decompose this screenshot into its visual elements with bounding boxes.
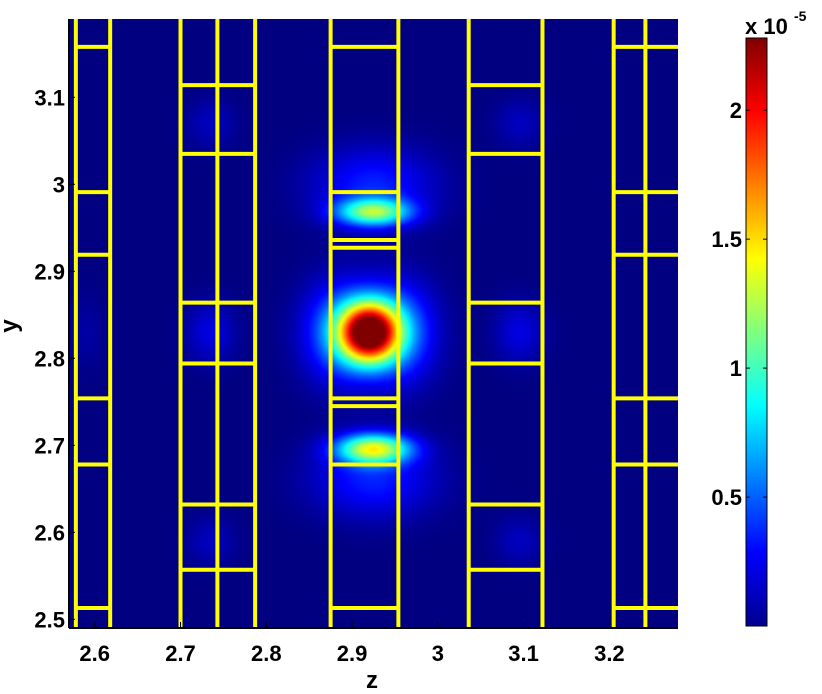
colorbar-multiplier-exponent: -5 (794, 8, 807, 24)
x-tick-label: 3 (432, 641, 444, 666)
x-tick-label: 3.1 (508, 641, 539, 666)
x-tick-label: 2.9 (337, 641, 368, 666)
structure-lines (73, 19, 678, 628)
colorbar-tick-label: 1 (730, 356, 742, 381)
x-tick-label: 2.7 (165, 641, 196, 666)
y-tick-label: 2.9 (34, 259, 65, 284)
colorbar-frame (745, 37, 768, 627)
x-tick-label: 2.6 (79, 641, 110, 666)
x-axis-label: z (366, 667, 378, 694)
y-tick-label: 3.1 (34, 85, 65, 110)
x-tick-label: 2.8 (251, 641, 282, 666)
colorbar: 0.5 1 1.5 2 x 10 -5 (711, 8, 807, 627)
colorbar-multiplier: x 10 -5 (745, 8, 807, 39)
y-axis: 2.5 2.6 2.7 2.8 2.9 3 3.1 y (0, 19, 75, 632)
colorbar-multiplier-prefix: x 10 (745, 14, 788, 39)
y-tick-label: 2.7 (34, 433, 65, 458)
colorbar-tick-label: 1.5 (711, 227, 742, 252)
y-tick-label: 2.6 (34, 520, 65, 545)
colorbar-tick-label: 2 (730, 98, 742, 123)
y-tick-label: 2.8 (34, 346, 65, 371)
x-axis: 2.6 2.7 2.8 2.9 3 3.1 3.2 z (69, 622, 678, 694)
y-tick-label: 3 (53, 172, 65, 197)
plot-area (69, 19, 678, 628)
y-axis-label: y (0, 319, 23, 333)
colorbar-tick-label: 0.5 (711, 485, 742, 510)
heatmap-field (69, 19, 678, 628)
colorbar-gradient (746, 38, 767, 626)
x-tick-label: 3.2 (594, 641, 625, 666)
y-tick-label: 2.5 (34, 607, 65, 632)
